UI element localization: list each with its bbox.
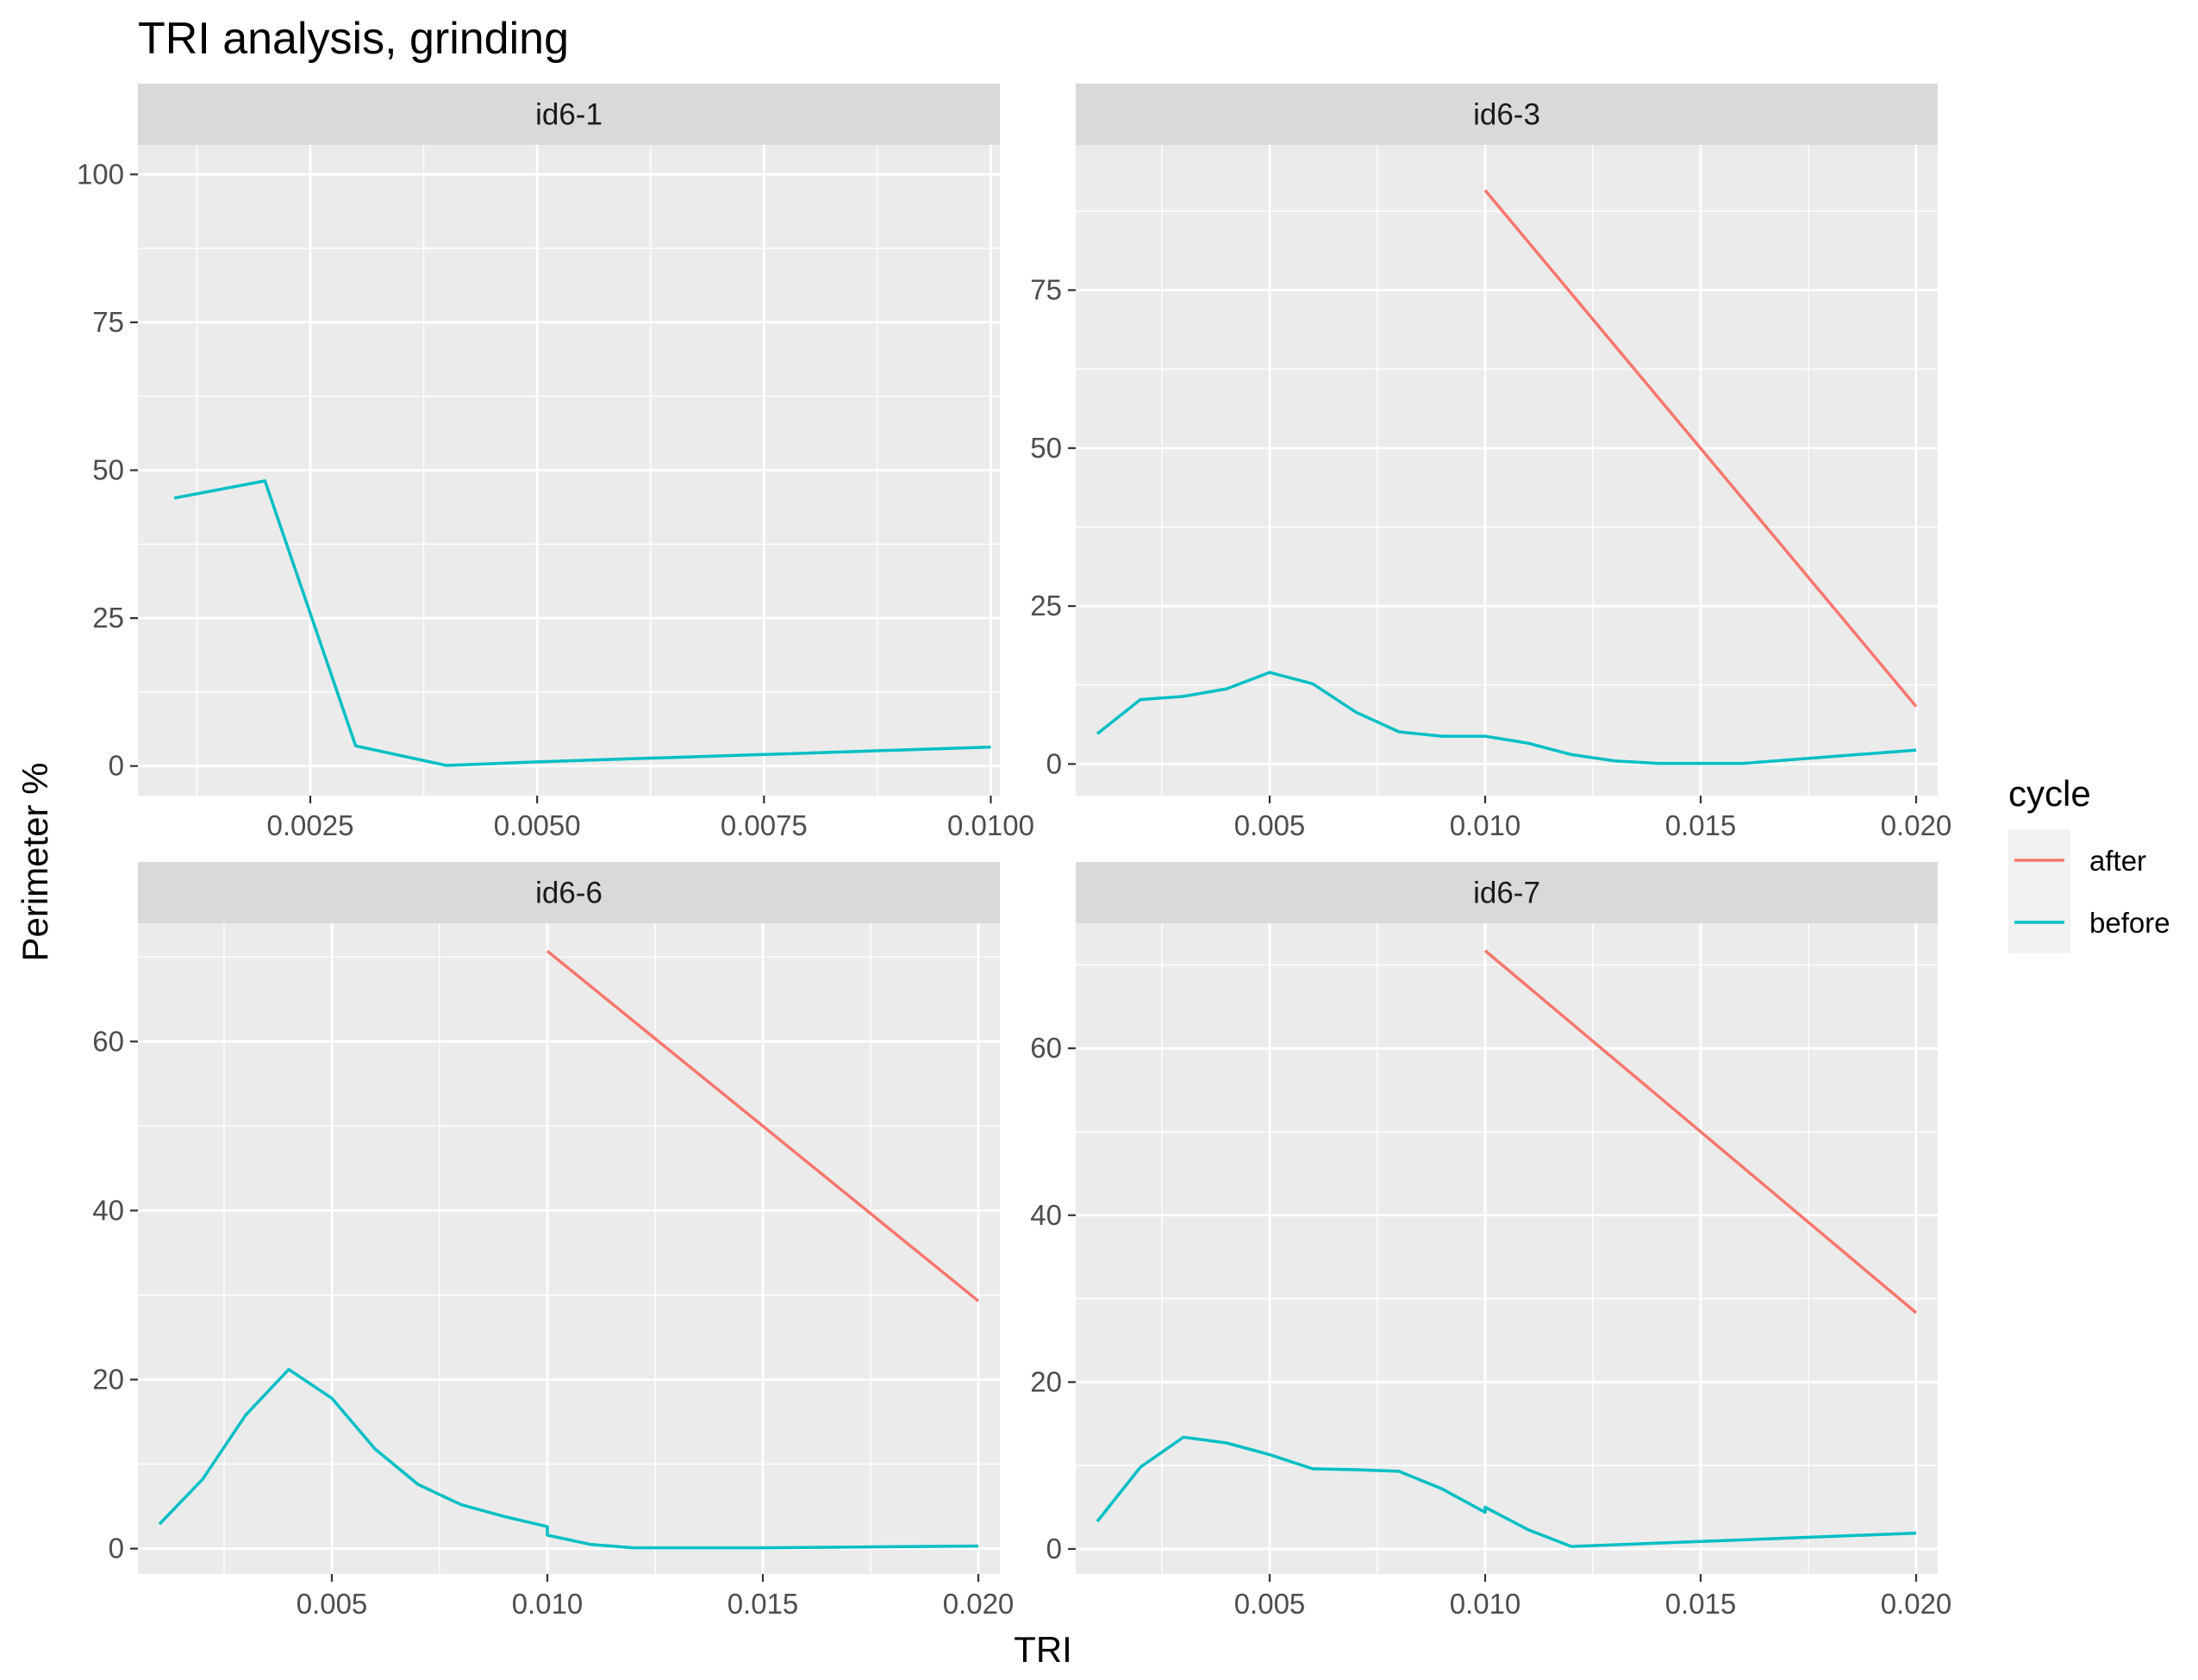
facet-strip-label: id6-7 <box>1473 877 1540 910</box>
x-tick-label: 0.0100 <box>947 809 1034 841</box>
y-tick-label: 0 <box>1046 1533 1062 1564</box>
x-tick-label: 0.0075 <box>721 809 808 841</box>
legend-title: cycle <box>2008 773 2091 814</box>
panel-background <box>1076 145 1938 796</box>
panel-background <box>138 923 1000 1574</box>
y-tick-label: 0 <box>109 1533 124 1564</box>
facet-strip <box>1076 84 1938 145</box>
y-tick-label: 50 <box>1030 432 1062 464</box>
y-tick-label: 75 <box>92 306 124 338</box>
facet-strip-label: id6-6 <box>535 877 603 910</box>
facet-strip <box>138 84 1000 145</box>
x-axis-title: TRI <box>1014 1629 1072 1670</box>
y-tick-label: 25 <box>1030 590 1062 621</box>
y-tick-label: 100 <box>77 158 124 190</box>
x-tick-label: 0.015 <box>1665 809 1737 841</box>
y-tick-label: 60 <box>92 1025 124 1057</box>
legend-label-after: after <box>2089 845 2146 877</box>
y-tick-label: 0 <box>1046 747 1062 779</box>
x-tick-label: 0.010 <box>512 1588 584 1620</box>
facet-strip <box>1076 862 1938 923</box>
series-line-before <box>173 479 991 767</box>
y-tick-label: 0 <box>109 750 124 782</box>
x-tick-label: 0.015 <box>1665 1588 1737 1620</box>
y-tick-label: 20 <box>92 1363 124 1395</box>
panel-id6-1: id6-1 0.0025 0.0050 0.0075 0.0100 0 25 50 75 100 <box>77 84 1034 841</box>
series-line-before <box>1096 671 1917 765</box>
chart-title: TRI analysis, grinding <box>138 14 569 64</box>
y-tick-label: 40 <box>92 1194 124 1226</box>
x-tick-label: 0.020 <box>1881 1588 1952 1620</box>
y-tick-label: 25 <box>92 602 124 634</box>
series-line-after <box>1483 949 1918 1315</box>
series-line-after <box>546 950 980 1302</box>
panel-id6-7: id6-7 0.005 0.010 0.015 0.020 0 20 40 60 <box>1030 862 1951 1620</box>
panel-id6-3: id6-3 0.005 0.010 0.015 0.020 0 25 50 75 <box>1030 84 1951 841</box>
legend-label-before: before <box>2089 907 2170 939</box>
y-axis-title: Perimeter % <box>15 762 55 961</box>
y-tick-label: 75 <box>1030 274 1062 306</box>
x-tick-label: 0.005 <box>1234 809 1306 841</box>
x-tick-label: 0.005 <box>297 1588 368 1620</box>
x-tick-label: 0.020 <box>1881 809 1952 841</box>
y-tick-label: 40 <box>1030 1199 1062 1231</box>
x-tick-label: 0.005 <box>1234 1588 1306 1620</box>
series-line-before <box>1096 1435 1917 1548</box>
facet-panels: id6-10.0025 0.0050 0.0075 0.01000255075100i… <box>77 84 1951 1620</box>
x-tick-label: 0.015 <box>727 1588 799 1620</box>
facet-strip <box>138 862 1000 923</box>
facet-strip-label: id6-3 <box>1473 98 1540 132</box>
legend: cycle after before <box>2008 773 2170 953</box>
panel-id6-6: id6-6 0.005 0.010 0.015 0.020 0 20 40 60 <box>92 862 1014 1620</box>
x-tick-label: 0.020 <box>943 1588 1015 1620</box>
x-tick-label: 0.010 <box>1450 809 1521 841</box>
y-tick-label: 50 <box>92 454 124 486</box>
x-tick-label: 0.0025 <box>267 809 354 841</box>
y-tick-label: 20 <box>1030 1365 1062 1397</box>
y-tick-label: 60 <box>1030 1032 1062 1064</box>
x-tick-label: 0.0050 <box>494 809 581 841</box>
facet-strip-label: id6-1 <box>535 98 603 132</box>
series-line-after <box>1483 189 1918 708</box>
x-tick-label: 0.010 <box>1450 1588 1521 1620</box>
series-line-before <box>158 1367 979 1550</box>
